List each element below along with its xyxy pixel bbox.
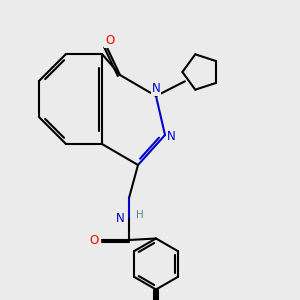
Text: N: N [167,130,176,143]
Text: N: N [152,82,160,95]
Text: N: N [116,212,124,226]
Text: O: O [90,233,99,247]
Text: O: O [105,34,114,47]
Text: H: H [136,209,143,220]
